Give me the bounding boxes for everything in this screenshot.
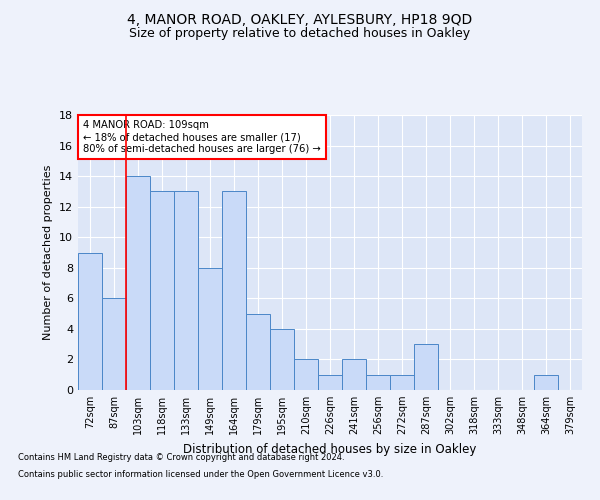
Text: Size of property relative to detached houses in Oakley: Size of property relative to detached ho… [130, 28, 470, 40]
Bar [534, 374, 558, 390]
Text: 4, MANOR ROAD, OAKLEY, AYLESBURY, HP18 9QD: 4, MANOR ROAD, OAKLEY, AYLESBURY, HP18 9… [127, 12, 473, 26]
X-axis label: Distribution of detached houses by size in Oakley: Distribution of detached houses by size … [184, 442, 476, 456]
Bar [174, 192, 198, 390]
Text: Contains public sector information licensed under the Open Government Licence v3: Contains public sector information licen… [18, 470, 383, 479]
Bar [150, 192, 174, 390]
Bar [270, 329, 294, 390]
Bar [414, 344, 438, 390]
Text: 4 MANOR ROAD: 109sqm
← 18% of detached houses are smaller (17)
80% of semi-detac: 4 MANOR ROAD: 109sqm ← 18% of detached h… [83, 120, 321, 154]
Bar [126, 176, 150, 390]
Y-axis label: Number of detached properties: Number of detached properties [43, 165, 53, 340]
Bar [366, 374, 390, 390]
Bar [102, 298, 126, 390]
Bar [294, 360, 318, 390]
Bar [390, 374, 414, 390]
Bar [198, 268, 222, 390]
Bar [342, 360, 366, 390]
Text: Contains HM Land Registry data © Crown copyright and database right 2024.: Contains HM Land Registry data © Crown c… [18, 452, 344, 462]
Bar [318, 374, 342, 390]
Bar [222, 192, 246, 390]
Bar [78, 252, 102, 390]
Bar [246, 314, 270, 390]
